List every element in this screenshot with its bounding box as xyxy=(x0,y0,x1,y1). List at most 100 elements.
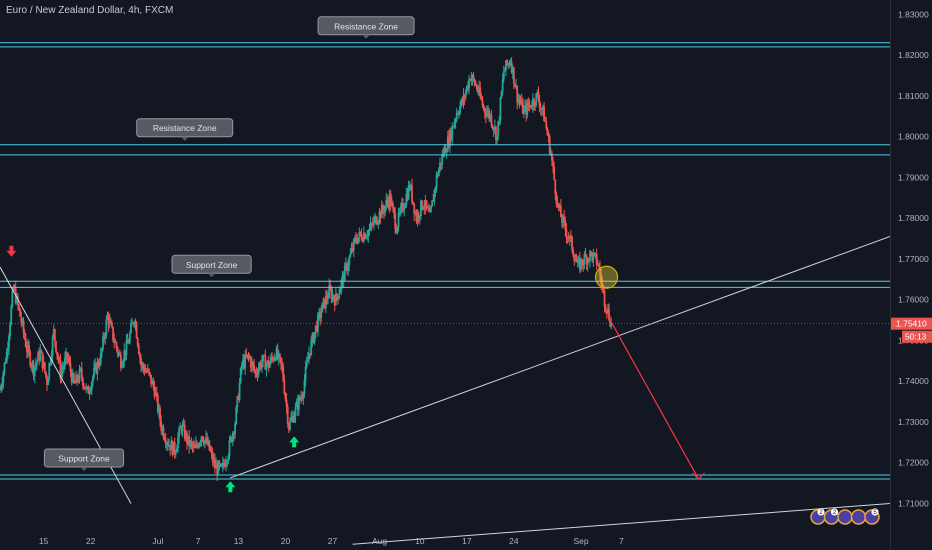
candle-body xyxy=(278,353,281,358)
candle-body xyxy=(243,359,245,368)
candle-body xyxy=(603,290,606,307)
candle-body xyxy=(117,353,120,355)
candle-body xyxy=(304,366,307,381)
candle-body xyxy=(242,359,244,365)
candle-body xyxy=(161,427,164,431)
candle-body xyxy=(209,450,212,452)
candle-body xyxy=(491,125,494,128)
candle-body xyxy=(175,448,178,452)
candle-body xyxy=(517,98,520,103)
candle-body xyxy=(428,211,431,213)
candle-body xyxy=(365,236,367,239)
time-tick-label: 17 xyxy=(462,536,472,546)
candle-body xyxy=(589,251,591,261)
candle-body xyxy=(23,332,26,339)
candle-body xyxy=(60,370,63,379)
candle-body xyxy=(38,352,41,361)
candle-body xyxy=(294,406,297,416)
event-badge-icon xyxy=(850,509,867,525)
candle-body xyxy=(531,98,534,108)
candle-body xyxy=(593,253,596,255)
candle-body xyxy=(88,391,91,394)
candle-body xyxy=(83,385,85,387)
price-tick-label: 1.72000 xyxy=(898,458,929,468)
candle-body xyxy=(30,365,33,367)
price-tick-label: 1.77000 xyxy=(898,254,929,264)
candle-body xyxy=(594,253,597,255)
candle-body xyxy=(486,112,488,117)
candle-body xyxy=(299,396,301,400)
candle-body xyxy=(77,380,80,382)
candle-body xyxy=(543,106,545,122)
candle-body xyxy=(227,455,230,461)
candle-body xyxy=(468,79,470,89)
candle-body xyxy=(310,340,313,355)
candle-body xyxy=(177,437,179,449)
candle-body xyxy=(509,61,512,65)
candle-body xyxy=(43,362,46,372)
candle-body xyxy=(440,162,442,165)
candle-body xyxy=(22,320,25,333)
candle-body xyxy=(319,312,322,319)
event-count-label: 2 xyxy=(819,510,823,516)
candle-body xyxy=(408,185,411,189)
chart-title: Euro / New Zealand Dollar, 4h, FXCM xyxy=(6,5,174,16)
candle-body xyxy=(412,201,414,204)
candle-body xyxy=(163,437,166,441)
candle-body xyxy=(302,393,305,399)
candle-body xyxy=(392,203,394,208)
candle-body xyxy=(565,229,568,238)
candle-body xyxy=(139,354,141,358)
candle-body xyxy=(168,445,170,447)
candle-body xyxy=(289,421,291,430)
candle-body xyxy=(535,93,538,105)
candle-body xyxy=(351,248,354,251)
candle-body xyxy=(61,368,64,371)
candle-body xyxy=(350,248,353,254)
candle-body xyxy=(3,362,6,373)
candle-body xyxy=(36,361,38,365)
price-axis-separator xyxy=(890,0,891,550)
candle-body xyxy=(180,427,183,432)
candle-body xyxy=(476,85,478,90)
candle-body xyxy=(520,100,523,104)
candle-body xyxy=(233,432,235,434)
zone-label-text: Support Zone xyxy=(58,453,110,463)
candle-body xyxy=(484,112,487,117)
candle-body xyxy=(375,216,378,225)
candle-body xyxy=(94,363,97,368)
candle-body xyxy=(201,436,204,441)
candle-body xyxy=(59,360,62,379)
candle-body xyxy=(379,211,382,218)
candle-body xyxy=(250,361,253,368)
candle-body xyxy=(496,135,498,140)
candle-body xyxy=(178,427,181,438)
candle-body xyxy=(399,206,402,213)
candle-body xyxy=(133,322,136,325)
candle-body xyxy=(231,432,234,442)
candle-body xyxy=(349,253,352,258)
candle-body xyxy=(526,102,529,115)
candle-body xyxy=(500,91,503,98)
candle-body xyxy=(471,75,474,79)
candle-body xyxy=(444,147,447,153)
candle-body xyxy=(411,185,413,202)
time-tick-label: 10 xyxy=(415,536,425,546)
candle-body xyxy=(65,352,67,359)
candle-body xyxy=(280,357,282,364)
candle-body xyxy=(431,200,434,207)
candle-body xyxy=(508,63,511,65)
candle-body xyxy=(162,427,165,438)
candle-body xyxy=(295,401,298,407)
candle-body xyxy=(296,401,299,410)
candle-body xyxy=(369,223,372,230)
candle-body xyxy=(452,126,455,128)
candle-body xyxy=(64,358,66,367)
candle-body xyxy=(425,200,428,208)
candle-body xyxy=(25,346,28,352)
candle-body xyxy=(283,380,286,394)
candle-body xyxy=(472,75,475,80)
candle-body xyxy=(337,296,339,299)
candle-body xyxy=(114,342,117,344)
